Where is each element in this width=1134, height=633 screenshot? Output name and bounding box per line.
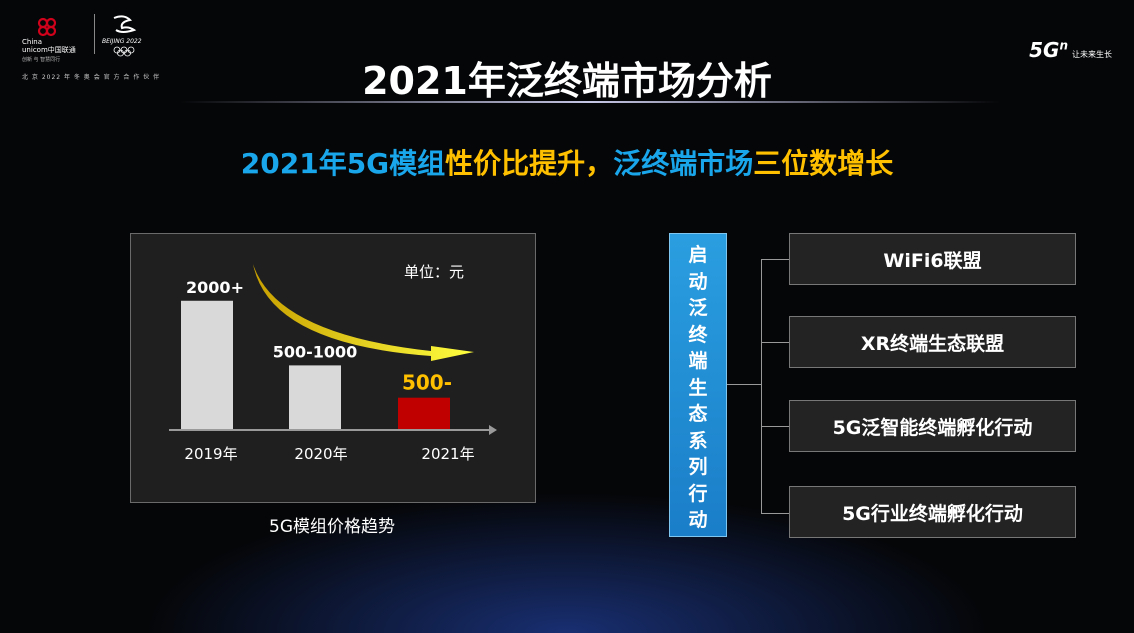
- brand-5g-sup: n: [1059, 38, 1068, 53]
- initiative-wifi6-alliance: WiFi6联盟: [789, 233, 1076, 285]
- unit-label: 单位：元: [404, 263, 464, 281]
- connector-branch-2: [761, 342, 789, 343]
- x-axis-arrow-icon: [489, 425, 497, 435]
- subtitle-part-3: 泛终端市场: [613, 147, 754, 180]
- page-title: 2021年泛终端市场分析: [362, 59, 772, 103]
- brand-slogan: 让未来生长: [1072, 50, 1112, 59]
- unicom-brand-cn: unicom中国联通: [22, 46, 76, 54]
- x-tick-label-1: 2019年: [184, 445, 237, 463]
- ecosystem-label: 启动泛终端生态系列行动: [688, 244, 708, 531]
- trend-arrow-icon: [253, 264, 474, 361]
- bar-value-label-1: 2000+: [186, 278, 244, 297]
- connector-branch-1: [761, 259, 789, 260]
- connector-branch-4: [761, 513, 789, 514]
- brand-5g-text: 5G: [1029, 38, 1060, 62]
- initiative-smart-terminal-incubation: 5G泛智能终端孵化行动: [789, 400, 1076, 452]
- bar-value-label-3: 500-: [402, 371, 452, 395]
- chart-canvas: 单位：元 2000+ 2019年 500-1000 2020年 500- 2021年: [169, 263, 497, 463]
- subtitle: 2021年5G模组性价比提升，泛终端市场三位数增长: [0, 142, 1134, 182]
- unicom-knot-icon: [37, 17, 57, 37]
- x-tick-label-3: 2021年: [421, 445, 474, 463]
- logo-divider: [94, 14, 95, 54]
- x-tick-label-2: 2020年: [294, 445, 347, 463]
- subtitle-part-1: 2021年5G模组: [240, 147, 446, 180]
- title-underline: [180, 101, 1000, 103]
- connector-spine: [761, 259, 762, 514]
- subtitle-part-2: 性价比提升，: [445, 147, 614, 180]
- beijing-2022-text: BEIJING 2022: [102, 38, 142, 45]
- initiative-xr-alliance: XR终端生态联盟: [789, 316, 1076, 368]
- price-trend-chart: 单位：元 2000+ 2019年 500-1000 2020年 500- 2021年: [130, 233, 536, 503]
- bar-2: [289, 365, 341, 430]
- brand-5g-logo: 5Gn 让未来生长: [1029, 38, 1112, 62]
- bar-1: [181, 300, 233, 430]
- beijing-2022-logo: BEIJING 2022: [100, 12, 150, 57]
- bar-value-label-2: 500-1000: [273, 342, 358, 361]
- china-unicom-logo: China unicom中国联通 创新 与 智慧同行: [22, 14, 92, 63]
- unicom-slogan: 创新 与 智慧同行: [22, 57, 61, 63]
- unicom-brand-en: China: [22, 38, 42, 46]
- partner-tagline: 北 京 2022 年 冬 奥 会 官 方 合 作 伙 伴: [22, 74, 161, 81]
- ecosystem-label-box: 启动泛终端生态系列行动: [669, 233, 727, 537]
- connector-branch-3: [761, 426, 789, 427]
- chart-title: 5G模组价格趋势: [269, 517, 395, 537]
- connector-main: [727, 384, 761, 385]
- initiative-industry-terminal-incubation: 5G行业终端孵化行动: [789, 486, 1076, 538]
- winter-olympics-emblem-icon: [113, 15, 137, 57]
- bar-3: [398, 397, 450, 430]
- subtitle-part-4: 三位数增长: [753, 147, 894, 180]
